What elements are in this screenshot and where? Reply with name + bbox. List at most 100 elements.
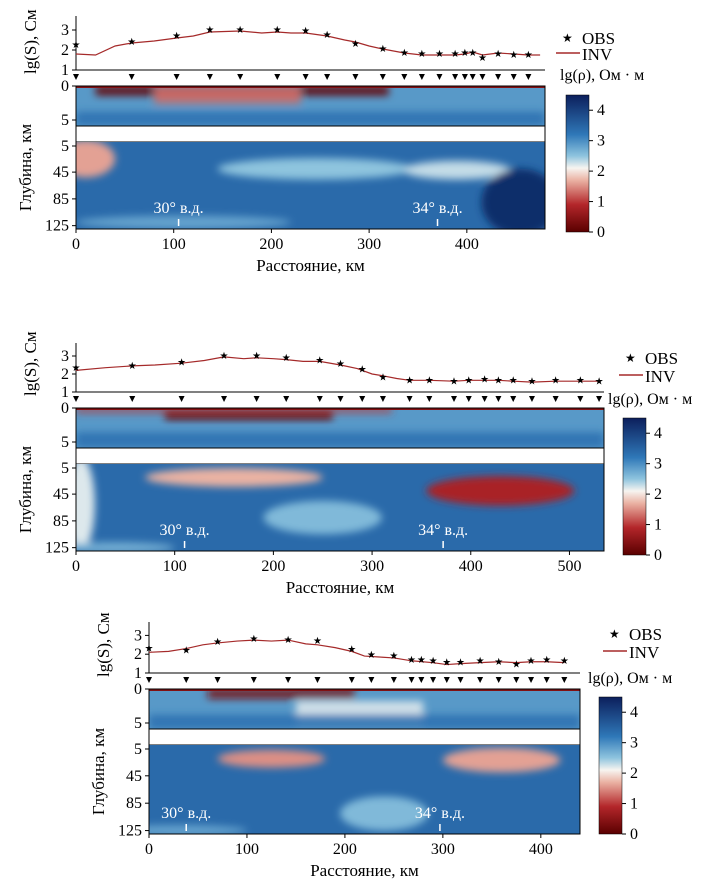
obs-point: ★ <box>407 655 416 666</box>
depth-tick-label: 85 <box>53 191 69 208</box>
lower-anomaly <box>76 542 175 551</box>
obs-point: ★ <box>313 636 322 647</box>
station-marker <box>450 396 457 402</box>
section-frame <box>148 688 581 835</box>
station-marker <box>479 74 486 80</box>
obs-point: ★ <box>425 375 434 386</box>
colorbar-gradient <box>598 696 623 835</box>
resistivity-section <box>148 688 581 835</box>
obs-point: ★ <box>205 25 214 36</box>
x-tick-label: 500 <box>557 558 581 575</box>
station-marker <box>443 677 450 683</box>
station-marker <box>457 677 464 683</box>
x-tick-label: 200 <box>333 841 357 858</box>
ylabel-bottom: Глубина, км <box>16 446 35 533</box>
legend-obs-label: OBS <box>629 625 662 644</box>
x-tick-label: 400 <box>459 558 483 575</box>
depth-break <box>148 728 581 746</box>
obs-point: ★ <box>405 375 414 386</box>
colorbar-title: lg(ρ), Ом · м <box>588 670 672 687</box>
colorbar-title: lg(ρ), Ом · м <box>608 391 692 408</box>
station-marker <box>379 74 386 80</box>
obs-point: ★ <box>252 351 261 362</box>
station-marker <box>178 396 185 402</box>
lower-anomaly <box>76 464 95 551</box>
legend-obs-marker: ★ <box>625 351 636 365</box>
obs-point: ★ <box>429 656 438 667</box>
panel-1: 123★ ★★★ ★ ★ ★ ★★ ★ ★ ★ ★ ★ ★★ ★ ★ ★ ★lg(S), См ★ OBSINV0… <box>16 9 644 275</box>
depth-tick-label: 5 <box>61 460 69 477</box>
x-tick-label: 200 <box>261 558 285 575</box>
x-tick-label: 300 <box>431 841 455 858</box>
station-marker <box>406 396 413 402</box>
station-marker <box>561 677 568 683</box>
x-axis-label: Расстояние, км <box>286 578 395 597</box>
obs-point: ★ <box>72 363 81 374</box>
profile-tick-label: 2 <box>134 646 142 663</box>
obs-point: ★ <box>323 30 332 41</box>
ylabel-bottom: Глубина, км <box>89 728 108 815</box>
lower-anomaly <box>76 142 116 178</box>
profile-tick-label: 2 <box>61 366 69 383</box>
longitude-label: 34° в.д. <box>418 522 468 539</box>
station-marker <box>577 396 584 402</box>
depth-tick-label: 125 <box>45 218 69 235</box>
x-axis-label: Расстояние, км <box>256 256 365 275</box>
obs-point: ★ <box>478 53 487 64</box>
obs-point: ★ <box>417 49 426 60</box>
station-marker <box>510 74 517 80</box>
surface-layer <box>149 689 580 691</box>
depth-tick-label: 85 <box>53 513 69 530</box>
depth-tick-label: 5 <box>61 434 69 451</box>
upper-anomaly <box>154 86 301 104</box>
profile-plot: 123★★★★★★★★★★★★★★★★★★★★lg(S), См <box>94 612 580 682</box>
profile-tick-label: 3 <box>61 22 69 39</box>
profile-tick-label: 3 <box>61 348 69 365</box>
station-marker <box>214 677 221 683</box>
colorbar-tick-label: 4 <box>654 425 662 442</box>
obs-point: ★ <box>145 644 154 655</box>
colorbar-tick-label: 0 <box>654 547 662 564</box>
obs-point: ★ <box>220 351 229 362</box>
station-marker <box>324 74 331 80</box>
upper-anomaly <box>76 432 604 448</box>
lower-anomaly <box>217 158 414 180</box>
obs-point: ★ <box>417 655 426 666</box>
profile-tick-label: 3 <box>134 627 142 644</box>
obs-point: ★ <box>347 645 356 656</box>
obs-point: ★ <box>284 635 293 646</box>
obs-point: ★ <box>560 656 569 667</box>
surface-layer <box>76 86 545 88</box>
station-marker <box>418 74 425 80</box>
x-tick-label: 0 <box>72 236 80 253</box>
depth-break <box>75 447 605 465</box>
lower-anomaly <box>217 749 326 768</box>
station-marker <box>390 677 397 683</box>
station-marker <box>477 677 484 683</box>
obs-point: ★ <box>177 357 186 368</box>
station-marker <box>237 74 244 80</box>
inv-line <box>148 639 565 666</box>
legend-inv-label: INV <box>645 367 676 386</box>
profile-plot: 123★ ★ ★★ ★ ★ ★ ★ ★★ ★ ★ ★ ★ ★ ★ ★ ★ ★ ★ ★lg(S), См <box>21 331 604 401</box>
x-tick-label: 100 <box>235 841 259 858</box>
legend-inv-label: INV <box>582 45 613 64</box>
station-marker <box>426 396 433 402</box>
station-marker <box>452 74 459 80</box>
obs-point: ★ <box>460 48 469 59</box>
lower-background <box>76 142 545 229</box>
colorbar-tick-label: 2 <box>654 486 662 503</box>
station-marker <box>379 396 386 402</box>
ylabel-bottom: Глубина, км <box>16 124 35 211</box>
colorbar-tick-label: 4 <box>630 704 638 721</box>
station-marker <box>73 74 79 80</box>
lower-anomaly <box>403 160 511 180</box>
obs-point: ★ <box>576 375 585 386</box>
obs-point: ★ <box>282 353 291 364</box>
station-marker <box>461 74 468 80</box>
obs-point: ★ <box>456 658 465 669</box>
depth-tick-label: 5 <box>134 715 142 732</box>
station-marker <box>146 677 152 683</box>
